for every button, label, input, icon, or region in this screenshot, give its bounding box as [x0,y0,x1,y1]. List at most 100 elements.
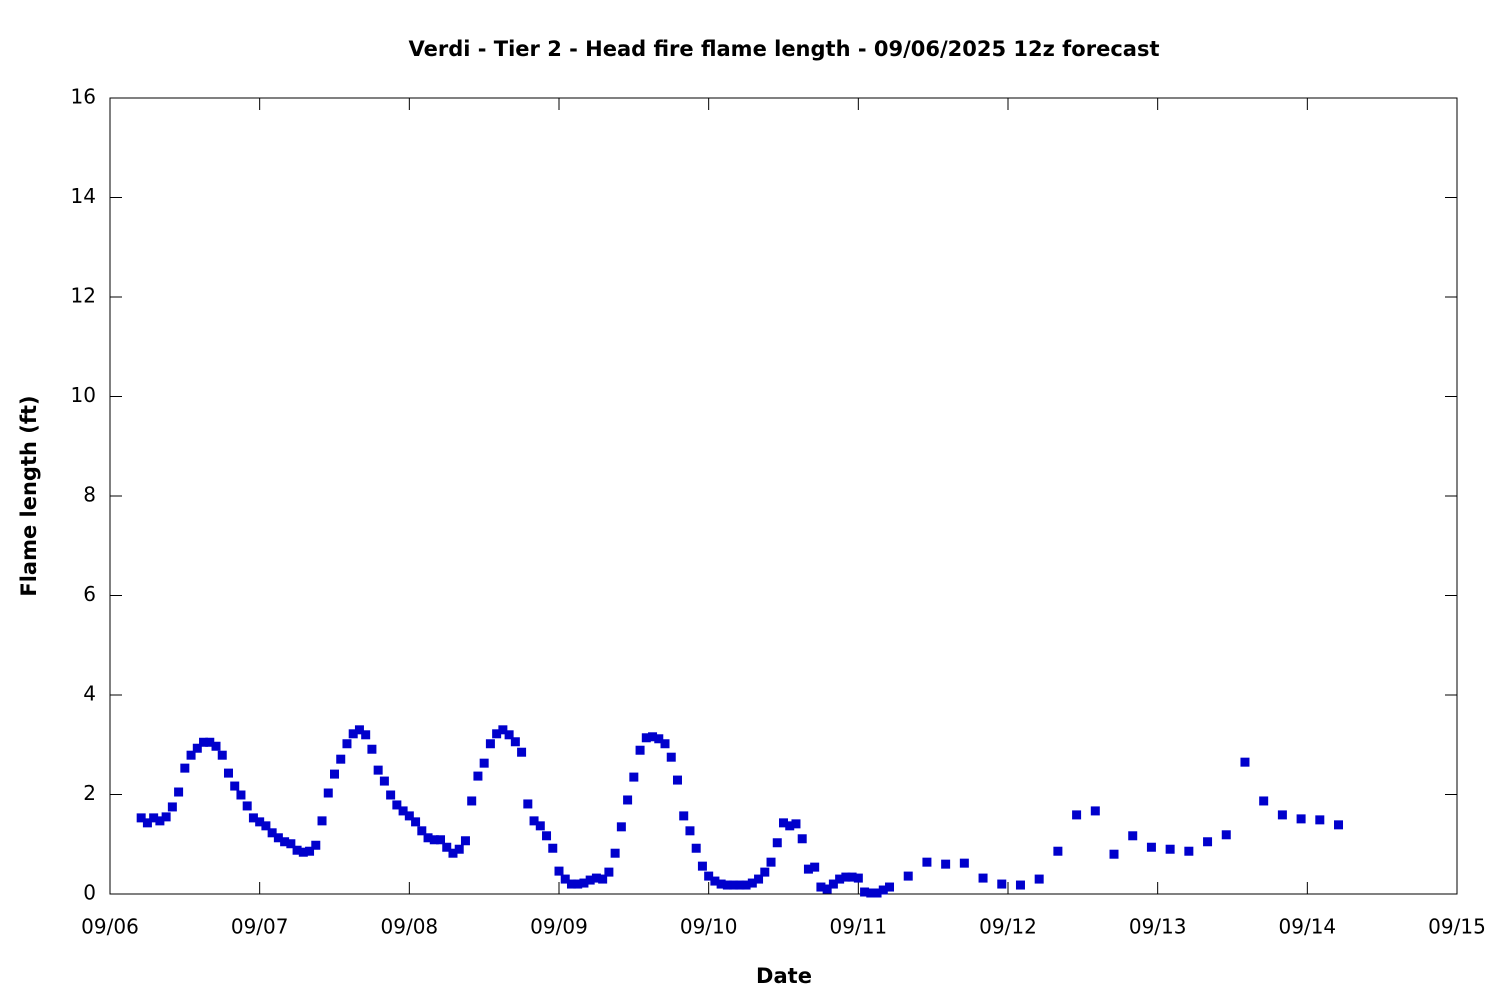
data-point [754,874,764,884]
data-point [629,772,639,782]
x-tick-label: 09/09 [530,915,588,939]
data-point [404,811,414,821]
data-point [485,739,495,749]
data-point [822,884,832,894]
data-point [517,747,527,757]
data-point [1090,806,1100,816]
data-point [679,811,689,821]
y-tick-label: 14 [71,184,96,208]
data-point [142,818,152,828]
data-point [941,859,951,869]
data-point [1203,837,1213,847]
data-point [205,737,215,747]
data-point [660,739,670,749]
data-point [529,816,539,826]
data-point [223,768,233,778]
data-point [722,880,732,890]
data-point [672,775,682,785]
data-point [741,880,751,890]
data-point [1015,880,1025,890]
x-tick-label: 09/11 [830,915,888,939]
y-tick-label: 16 [71,85,96,109]
data-point [610,848,620,858]
data-point [448,848,458,858]
data-point [878,885,888,895]
plot-frame [109,97,1458,895]
data-point [591,873,601,883]
x-tick-label: 09/12 [979,915,1037,939]
data-point [779,818,788,828]
data-point [704,871,714,881]
data-point [504,730,514,740]
data-point [167,802,177,812]
data-point [286,839,296,849]
data-point [161,812,171,822]
data-point [411,817,421,827]
data-point [535,821,545,831]
data-point [835,874,845,884]
y-tick-label: 6 [83,582,96,606]
data-point [922,857,932,867]
data-point [211,741,221,751]
data-point [423,833,433,843]
x-tick-label: 09/14 [1279,915,1337,939]
data-point [803,864,813,874]
data-point [217,750,227,760]
y-tick-label: 8 [83,483,96,507]
chart-title: Verdi - Tier 2 - Head fire flame length … [408,37,1159,61]
data-point [666,752,676,762]
data-point [760,867,770,877]
data-point [654,734,664,744]
data-point [236,790,246,800]
data-point [648,732,658,742]
data-point [348,729,358,739]
data-point [579,878,589,888]
data-point [367,744,377,754]
data-point [149,813,159,823]
data-point [330,769,339,779]
data-point [710,876,720,886]
data-point [1315,815,1325,825]
data-point [336,754,346,764]
data-point [791,819,801,829]
data-point [248,813,258,823]
data-point [1221,830,1231,840]
data-point [498,725,508,735]
data-point [841,872,851,882]
data-point [685,826,695,836]
data-point [323,788,333,798]
data-point [398,806,408,816]
data-point [379,776,389,786]
data-point [523,799,533,809]
data-point [361,730,371,740]
data-point [1240,757,1250,767]
data-point [292,845,302,855]
data-point [810,862,820,872]
data-point [311,840,321,850]
data-point [1296,814,1306,824]
y-axis-label: Flame length (ft) [17,395,41,596]
data-point [1277,810,1287,820]
data-point [853,873,863,883]
data-point [716,879,726,889]
data-point [273,833,283,843]
data-point [604,867,614,877]
data-point [192,743,202,753]
data-point [479,758,489,768]
data-point [492,729,502,739]
data-point [1146,842,1156,852]
data-point [1334,820,1344,830]
data-point [305,846,315,856]
data-point [467,796,477,806]
data-point [903,871,913,881]
y-tick-label: 4 [83,682,96,706]
data-point [180,763,190,773]
data-point [298,847,308,857]
data-point [186,750,196,760]
data-point [373,765,383,775]
data-point [785,821,795,831]
data-point [797,834,807,844]
data-point [566,879,576,889]
data-point [155,816,165,826]
data-point [1072,810,1082,820]
